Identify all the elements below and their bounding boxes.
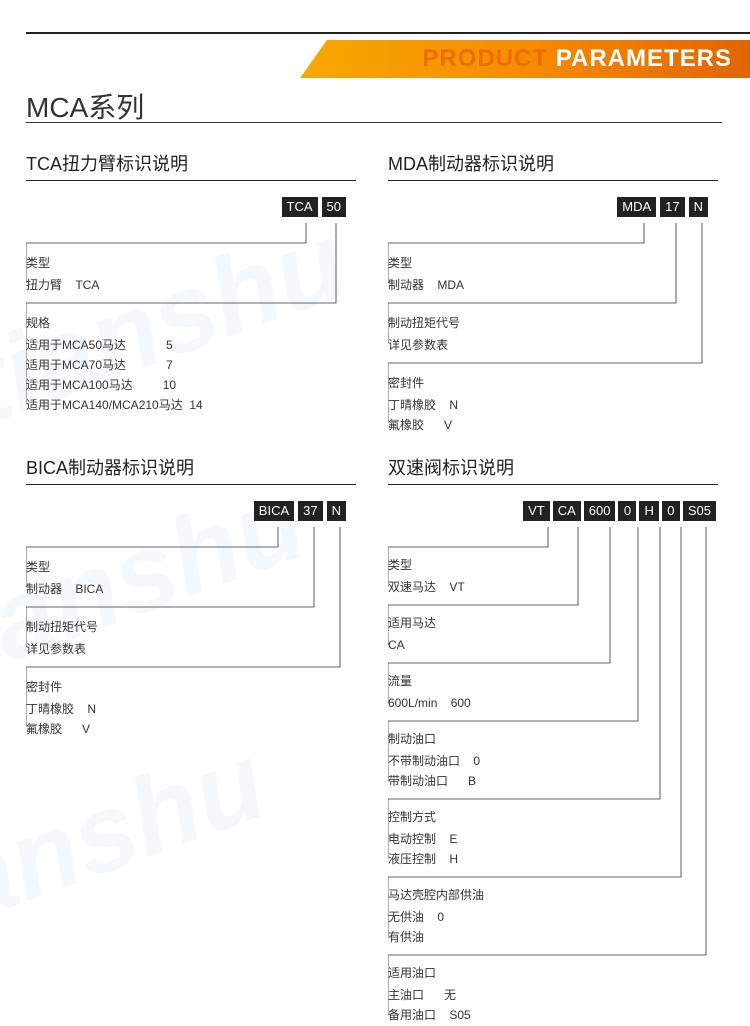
code-box: BICA: [254, 501, 294, 521]
spec-row: 备用油口 S05: [388, 1005, 471, 1025]
spec-row: 适用于MCA70马达 7: [26, 355, 203, 375]
spec-row: 不带制动油口 0: [388, 751, 480, 771]
spec-row: 适用于MCA50马达 5: [26, 335, 203, 355]
diagram: 类型 制动器 MDA 制动扭矩代号 详见参数表 密封件 丁晴橡胶 N 氟橡胶 V: [388, 223, 718, 443]
section-vt: 双速阀标识说明 VT CA 600 0 H 0 S05 类型 双速马达 VT: [388, 454, 718, 1017]
spec-row: 主油口 无: [388, 985, 471, 1005]
section-rule: [388, 484, 718, 485]
section-bica: BICA制动器标识说明 BICA 37 N 类型 制动器 BICA 制动扭矩代号…: [26, 454, 356, 747]
spec-head: 制动扭矩代号: [26, 617, 98, 637]
section-rule: [388, 180, 718, 181]
spec-head: 控制方式: [388, 807, 458, 827]
code-box: 600: [584, 501, 616, 521]
spec-head: 密封件: [388, 373, 458, 393]
spec-head: 制动扭矩代号: [388, 313, 460, 333]
spec-head: 制动油口: [388, 729, 480, 749]
section-tca: TCA扭力臂标识说明 TCA 50 类型 扭力臂 TCA 规格 适用于MCA50…: [26, 150, 356, 423]
spec-head: 类型: [26, 253, 99, 273]
spec-row: 丁晴橡胶 N: [26, 699, 96, 719]
top-rule: [26, 32, 750, 34]
code-box: VT: [523, 501, 550, 521]
spec-head: 规格: [26, 313, 203, 333]
code-box: N: [327, 501, 346, 521]
code-box: 50: [322, 197, 346, 217]
section-title: 双速阀标识说明: [388, 454, 718, 480]
spec-row: CA: [388, 635, 436, 655]
spec-row: 带制动油口 B: [388, 771, 480, 791]
code-box: S05: [683, 501, 716, 521]
spec-row: 液压控制 H: [388, 849, 458, 869]
section-title: TCA扭力臂标识说明: [26, 150, 356, 176]
code-box: 17: [660, 197, 684, 217]
spec-row: 扭力臂 TCA: [26, 275, 99, 295]
banner-text-right: PARAMETERS: [556, 45, 732, 72]
header-banner: PRODUCT PARAMETERS: [300, 40, 750, 78]
code-row: BICA 37 N: [26, 501, 356, 521]
spec-row: 制动器 BICA: [26, 579, 103, 599]
code-row: MDA 17 N: [388, 197, 718, 217]
spec-head: 类型: [26, 557, 103, 577]
spec-row: 适用于MCA140/MCA210马达 14: [26, 395, 203, 415]
diagram: 类型 制动器 BICA 制动扭矩代号 详见参数表 密封件 丁晴橡胶 N 氟橡胶 …: [26, 527, 356, 747]
code-box: 0: [662, 501, 680, 521]
series-rule: [26, 122, 722, 123]
spec-head: 流量: [388, 671, 471, 691]
code-box: H: [639, 501, 658, 521]
spec-row: 适用于MCA100马达 10: [26, 375, 203, 395]
section-rule: [26, 180, 356, 181]
spec-head: 类型: [388, 555, 465, 575]
spec-row: 有供油: [388, 927, 484, 947]
code-row: TCA 50: [26, 197, 356, 217]
series-title: MCA系列: [26, 86, 144, 126]
spec-row: 氟橡胶 V: [388, 415, 458, 435]
section-title: BICA制动器标识说明: [26, 454, 356, 480]
spec-row: 氟橡胶 V: [26, 719, 96, 739]
spec-head: 马达壳腔内部供油: [388, 885, 484, 905]
diagram: 类型 双速马达 VT 适用马达 CA 流量 600L/min 600 制动油口 …: [388, 527, 718, 1017]
section-rule: [26, 484, 356, 485]
spec-head: 密封件: [26, 677, 96, 697]
spec-head: 适用油口: [388, 963, 471, 983]
code-box: 0: [618, 501, 636, 521]
spec-row: 600L/min 600: [388, 693, 471, 713]
spec-row: 详见参数表: [26, 639, 98, 659]
spec-row: 详见参数表: [388, 335, 460, 355]
code-row: VT CA 600 0 H 0 S05: [388, 501, 718, 521]
spec-row: 丁晴橡胶 N: [388, 395, 458, 415]
section-mda: MDA制动器标识说明 MDA 17 N 类型 制动器 MDA 制动扭矩代号 详见…: [388, 150, 718, 443]
spec-head: 适用马达: [388, 613, 436, 633]
code-box: CA: [553, 501, 581, 521]
spec-row: 制动器 MDA: [388, 275, 464, 295]
spec-row: 双速马达 VT: [388, 577, 465, 597]
banner-text: PRODUCT PARAMETERS: [422, 40, 732, 78]
code-box: 37: [298, 501, 322, 521]
code-box: MDA: [617, 197, 656, 217]
spec-row: 无供油 0: [388, 907, 484, 927]
banner-text-left: PRODUCT: [422, 45, 555, 72]
spec-row: 电动控制 E: [388, 829, 458, 849]
section-title: MDA制动器标识说明: [388, 150, 718, 176]
code-box: TCA: [282, 197, 318, 217]
diagram: 类型 扭力臂 TCA 规格 适用于MCA50马达 5 适用于MCA70马达 7 …: [26, 223, 356, 423]
watermark: tianshu: [0, 717, 281, 970]
spec-head: 类型: [388, 253, 464, 273]
code-box: N: [689, 197, 708, 217]
